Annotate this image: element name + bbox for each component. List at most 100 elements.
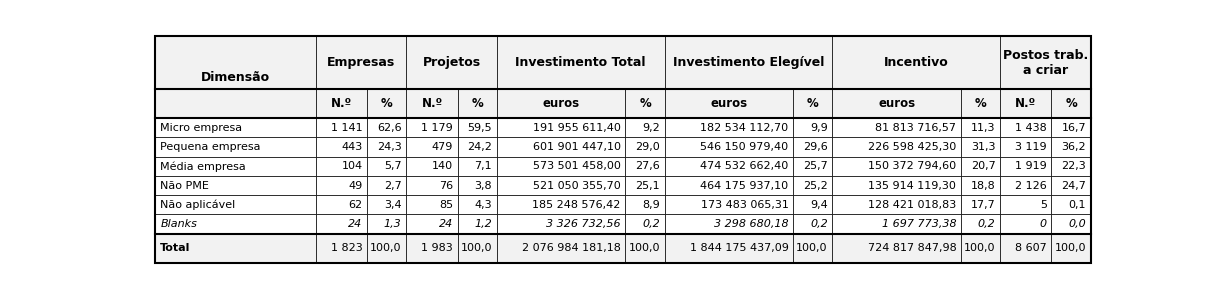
Text: Total: Total <box>160 243 191 253</box>
Bar <box>961 137 1000 157</box>
Text: 546 150 979,40: 546 150 979,40 <box>700 142 789 152</box>
Text: 11,3: 11,3 <box>971 123 995 133</box>
Text: 1,3: 1,3 <box>384 219 402 229</box>
Text: 76: 76 <box>439 181 453 191</box>
Bar <box>458 195 497 215</box>
Text: 140: 140 <box>431 161 453 171</box>
Bar <box>406 36 497 89</box>
Bar <box>665 157 793 176</box>
Bar <box>316 176 367 195</box>
Bar <box>497 234 626 263</box>
Text: 100,0: 100,0 <box>460 243 492 253</box>
Bar <box>793 157 832 176</box>
Bar <box>497 195 626 215</box>
Text: 173 483 065,31: 173 483 065,31 <box>701 200 789 210</box>
Text: N.º: N.º <box>1016 97 1036 110</box>
Text: Pequena empresa: Pequena empresa <box>160 142 261 152</box>
Bar <box>832 215 961 234</box>
Bar <box>406 215 458 234</box>
Text: 3 298 680,18: 3 298 680,18 <box>714 219 789 229</box>
Text: 20,7: 20,7 <box>971 161 995 171</box>
Text: 81 813 716,57: 81 813 716,57 <box>875 123 956 133</box>
Bar <box>316 137 367 157</box>
Text: 27,6: 27,6 <box>635 161 660 171</box>
Text: 128 421 018,83: 128 421 018,83 <box>868 200 956 210</box>
Bar <box>1000 36 1091 89</box>
Bar <box>1051 234 1091 263</box>
Text: 2,7: 2,7 <box>384 181 402 191</box>
Text: 100,0: 100,0 <box>628 243 660 253</box>
Bar <box>1000 137 1051 157</box>
Text: Dimensão: Dimensão <box>200 71 270 84</box>
Bar <box>1051 176 1091 195</box>
Text: 4,3: 4,3 <box>475 200 492 210</box>
Bar <box>961 195 1000 215</box>
Text: 1 141: 1 141 <box>330 123 362 133</box>
Text: 9,2: 9,2 <box>643 123 660 133</box>
Bar <box>406 234 458 263</box>
Text: 17,7: 17,7 <box>971 200 995 210</box>
Bar <box>458 234 497 263</box>
Bar <box>406 195 458 215</box>
Bar <box>367 215 406 234</box>
Text: 31,3: 31,3 <box>971 142 995 152</box>
Text: %: % <box>639 97 651 110</box>
Bar <box>367 89 406 118</box>
Text: 573 501 458,00: 573 501 458,00 <box>533 161 621 171</box>
Text: 104: 104 <box>341 161 362 171</box>
Text: 226 598 425,30: 226 598 425,30 <box>868 142 956 152</box>
Text: Não PME: Não PME <box>160 181 209 191</box>
Text: 100,0: 100,0 <box>796 243 827 253</box>
Bar <box>832 36 1000 89</box>
Bar <box>406 176 458 195</box>
Bar <box>154 176 316 195</box>
Text: 1 697 773,38: 1 697 773,38 <box>882 219 956 229</box>
Bar <box>497 118 626 137</box>
Text: 49: 49 <box>349 181 362 191</box>
Text: %: % <box>1066 97 1076 110</box>
Bar <box>367 157 406 176</box>
Text: 100,0: 100,0 <box>371 243 402 253</box>
Text: 185 248 576,42: 185 248 576,42 <box>532 200 621 210</box>
Text: Empresas: Empresas <box>327 56 395 69</box>
Text: 1 179: 1 179 <box>422 123 453 133</box>
Bar <box>626 89 665 118</box>
Text: 150 372 794,60: 150 372 794,60 <box>869 161 956 171</box>
Text: 7,1: 7,1 <box>475 161 492 171</box>
Text: 22,3: 22,3 <box>1061 161 1086 171</box>
Text: Blanks: Blanks <box>160 219 197 229</box>
Text: 25,7: 25,7 <box>803 161 827 171</box>
Text: 5,7: 5,7 <box>384 161 402 171</box>
Text: 24,7: 24,7 <box>1061 181 1086 191</box>
Text: 24,2: 24,2 <box>468 142 492 152</box>
Bar <box>626 234 665 263</box>
Bar <box>1000 234 1051 263</box>
Text: Média empresa: Média empresa <box>160 161 247 171</box>
Bar <box>154 137 316 157</box>
Text: 0,2: 0,2 <box>643 219 660 229</box>
Bar <box>1051 89 1091 118</box>
Text: N.º: N.º <box>330 97 352 110</box>
Bar <box>316 157 367 176</box>
Text: 25,2: 25,2 <box>803 181 827 191</box>
Text: 3,8: 3,8 <box>475 181 492 191</box>
Bar <box>316 234 367 263</box>
Bar <box>497 176 626 195</box>
Bar <box>832 157 961 176</box>
Text: 135 914 119,30: 135 914 119,30 <box>869 181 956 191</box>
Bar <box>367 176 406 195</box>
Bar <box>665 195 793 215</box>
Text: 0,1: 0,1 <box>1068 200 1086 210</box>
Bar <box>665 234 793 263</box>
Bar <box>626 118 665 137</box>
Text: 9,9: 9,9 <box>810 123 827 133</box>
Bar <box>497 157 626 176</box>
Text: 443: 443 <box>341 142 362 152</box>
Bar <box>626 137 665 157</box>
Bar <box>316 195 367 215</box>
Bar <box>316 36 406 89</box>
Text: %: % <box>471 97 484 110</box>
Bar <box>665 215 793 234</box>
Text: 0,2: 0,2 <box>810 219 827 229</box>
Text: Não aplicável: Não aplicável <box>160 200 236 210</box>
